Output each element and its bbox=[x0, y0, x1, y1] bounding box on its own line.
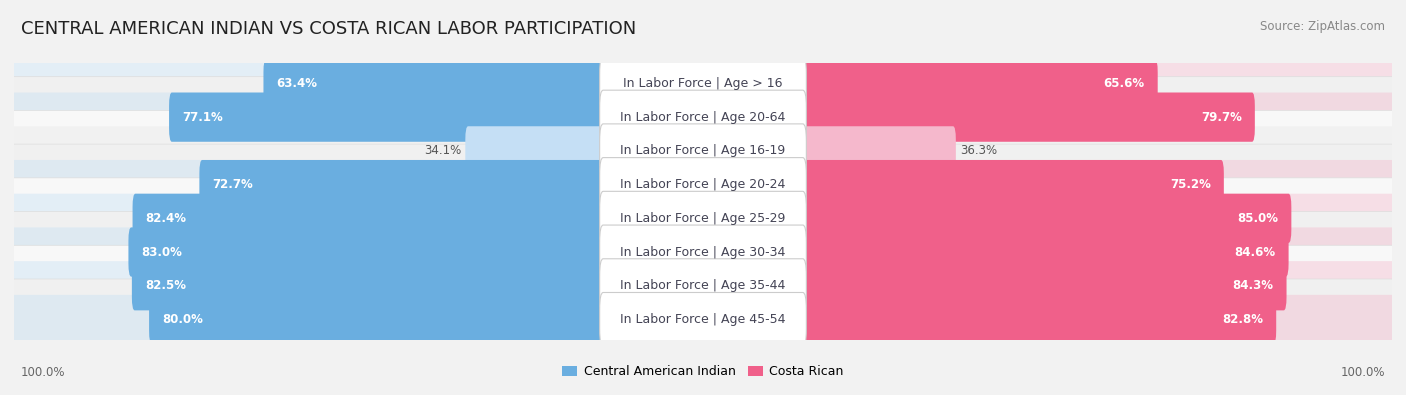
FancyBboxPatch shape bbox=[700, 295, 1395, 344]
Text: CENTRAL AMERICAN INDIAN VS COSTA RICAN LABOR PARTICIPATION: CENTRAL AMERICAN INDIAN VS COSTA RICAN L… bbox=[21, 20, 637, 38]
FancyBboxPatch shape bbox=[700, 228, 1395, 276]
Legend: Central American Indian, Costa Rican: Central American Indian, Costa Rican bbox=[557, 360, 849, 383]
FancyBboxPatch shape bbox=[700, 261, 1286, 310]
FancyBboxPatch shape bbox=[11, 126, 706, 175]
FancyBboxPatch shape bbox=[700, 59, 1395, 108]
FancyBboxPatch shape bbox=[128, 228, 706, 276]
Text: 84.3%: 84.3% bbox=[1233, 279, 1274, 292]
Text: Source: ZipAtlas.com: Source: ZipAtlas.com bbox=[1260, 20, 1385, 33]
Text: In Labor Force | Age 25-29: In Labor Force | Age 25-29 bbox=[620, 212, 786, 225]
FancyBboxPatch shape bbox=[700, 92, 1395, 142]
FancyBboxPatch shape bbox=[700, 92, 1254, 142]
FancyBboxPatch shape bbox=[599, 56, 807, 111]
Text: In Labor Force | Age 16-19: In Labor Force | Age 16-19 bbox=[620, 144, 786, 157]
Text: 77.1%: 77.1% bbox=[183, 111, 224, 124]
Text: 80.0%: 80.0% bbox=[162, 313, 202, 326]
FancyBboxPatch shape bbox=[599, 292, 807, 346]
FancyBboxPatch shape bbox=[132, 261, 706, 310]
Text: In Labor Force | Age 20-64: In Labor Force | Age 20-64 bbox=[620, 111, 786, 124]
Text: 34.1%: 34.1% bbox=[425, 144, 461, 157]
FancyBboxPatch shape bbox=[700, 194, 1291, 243]
FancyBboxPatch shape bbox=[200, 160, 706, 209]
Text: 82.4%: 82.4% bbox=[146, 212, 187, 225]
FancyBboxPatch shape bbox=[599, 124, 807, 178]
FancyBboxPatch shape bbox=[700, 228, 1289, 276]
Text: 82.5%: 82.5% bbox=[145, 279, 186, 292]
Text: 82.8%: 82.8% bbox=[1222, 313, 1263, 326]
FancyBboxPatch shape bbox=[8, 144, 1398, 225]
FancyBboxPatch shape bbox=[263, 59, 706, 108]
FancyBboxPatch shape bbox=[11, 194, 706, 243]
FancyBboxPatch shape bbox=[700, 261, 1395, 310]
FancyBboxPatch shape bbox=[8, 245, 1398, 326]
FancyBboxPatch shape bbox=[465, 126, 706, 175]
Text: In Labor Force | Age 35-44: In Labor Force | Age 35-44 bbox=[620, 279, 786, 292]
FancyBboxPatch shape bbox=[8, 178, 1398, 259]
FancyBboxPatch shape bbox=[11, 228, 706, 276]
Text: In Labor Force | Age 30-34: In Labor Force | Age 30-34 bbox=[620, 246, 786, 259]
Text: 83.0%: 83.0% bbox=[142, 246, 183, 259]
FancyBboxPatch shape bbox=[700, 126, 1395, 175]
FancyBboxPatch shape bbox=[700, 59, 1157, 108]
FancyBboxPatch shape bbox=[149, 295, 706, 344]
Text: 84.6%: 84.6% bbox=[1234, 246, 1275, 259]
FancyBboxPatch shape bbox=[11, 92, 706, 142]
FancyBboxPatch shape bbox=[700, 160, 1395, 209]
FancyBboxPatch shape bbox=[11, 59, 706, 108]
FancyBboxPatch shape bbox=[700, 126, 956, 175]
Text: 63.4%: 63.4% bbox=[277, 77, 318, 90]
FancyBboxPatch shape bbox=[11, 295, 706, 344]
Text: In Labor Force | Age > 16: In Labor Force | Age > 16 bbox=[623, 77, 783, 90]
FancyBboxPatch shape bbox=[8, 77, 1398, 158]
FancyBboxPatch shape bbox=[599, 158, 807, 212]
FancyBboxPatch shape bbox=[8, 212, 1398, 292]
Text: 100.0%: 100.0% bbox=[1340, 366, 1385, 379]
FancyBboxPatch shape bbox=[599, 90, 807, 144]
FancyBboxPatch shape bbox=[8, 43, 1398, 124]
FancyBboxPatch shape bbox=[700, 295, 1277, 344]
Text: In Labor Force | Age 20-24: In Labor Force | Age 20-24 bbox=[620, 178, 786, 191]
FancyBboxPatch shape bbox=[11, 160, 706, 209]
FancyBboxPatch shape bbox=[11, 261, 706, 310]
Text: 85.0%: 85.0% bbox=[1237, 212, 1278, 225]
FancyBboxPatch shape bbox=[8, 111, 1398, 191]
Text: 65.6%: 65.6% bbox=[1104, 77, 1144, 90]
FancyBboxPatch shape bbox=[599, 259, 807, 313]
Text: 72.7%: 72.7% bbox=[212, 178, 253, 191]
Text: 100.0%: 100.0% bbox=[21, 366, 66, 379]
Text: 75.2%: 75.2% bbox=[1170, 178, 1211, 191]
FancyBboxPatch shape bbox=[700, 160, 1223, 209]
FancyBboxPatch shape bbox=[169, 92, 706, 142]
FancyBboxPatch shape bbox=[700, 194, 1395, 243]
Text: In Labor Force | Age 45-54: In Labor Force | Age 45-54 bbox=[620, 313, 786, 326]
Text: 79.7%: 79.7% bbox=[1201, 111, 1241, 124]
Text: 36.3%: 36.3% bbox=[960, 144, 997, 157]
FancyBboxPatch shape bbox=[132, 194, 706, 243]
FancyBboxPatch shape bbox=[599, 191, 807, 245]
FancyBboxPatch shape bbox=[599, 225, 807, 279]
FancyBboxPatch shape bbox=[8, 279, 1398, 360]
